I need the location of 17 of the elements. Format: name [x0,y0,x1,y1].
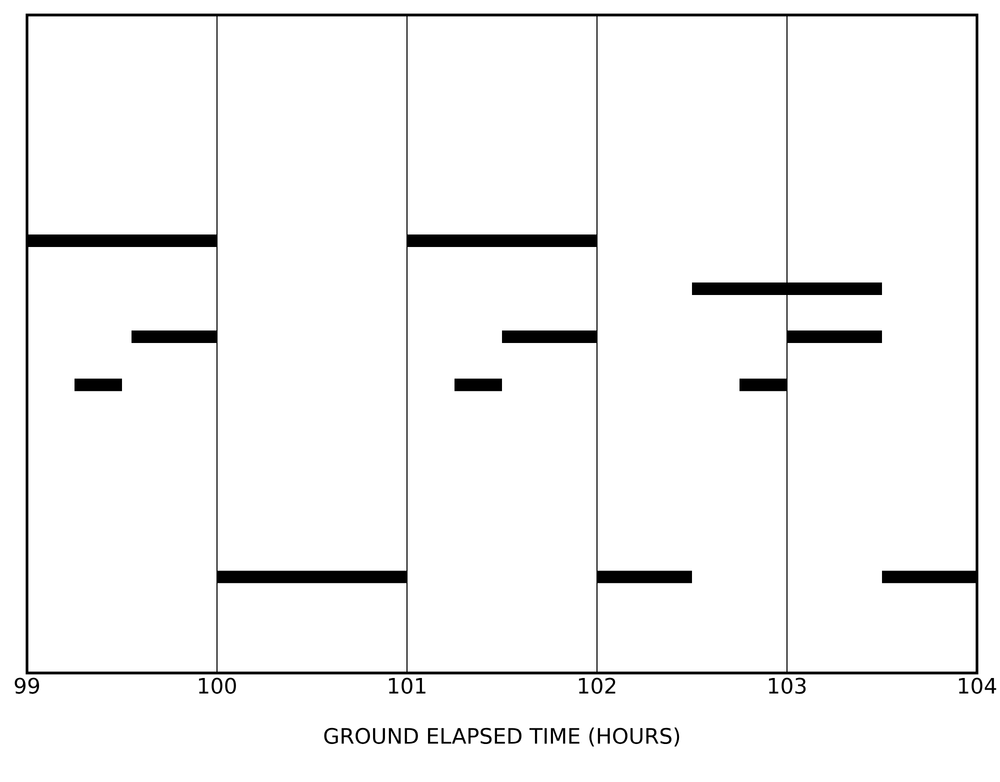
bar [74,378,122,392]
bar [692,282,882,296]
bar [407,234,597,247]
bar [786,330,882,344]
x-axis-title: GROUND ELAPSED TIME (HOURS) [324,727,680,746]
bar [132,330,218,344]
x-tick-label: 100 [198,678,236,694]
x-tick-label: 99 [14,678,40,694]
x-tick-label: 102 [578,678,616,694]
bar [597,570,692,584]
x-tick-label: 103 [768,678,806,694]
x-tick-label: 104 [958,678,996,694]
bar [217,570,407,584]
bar [739,378,787,392]
bar [454,378,502,392]
bar [502,330,597,344]
x-tick-label: 101 [388,678,426,694]
